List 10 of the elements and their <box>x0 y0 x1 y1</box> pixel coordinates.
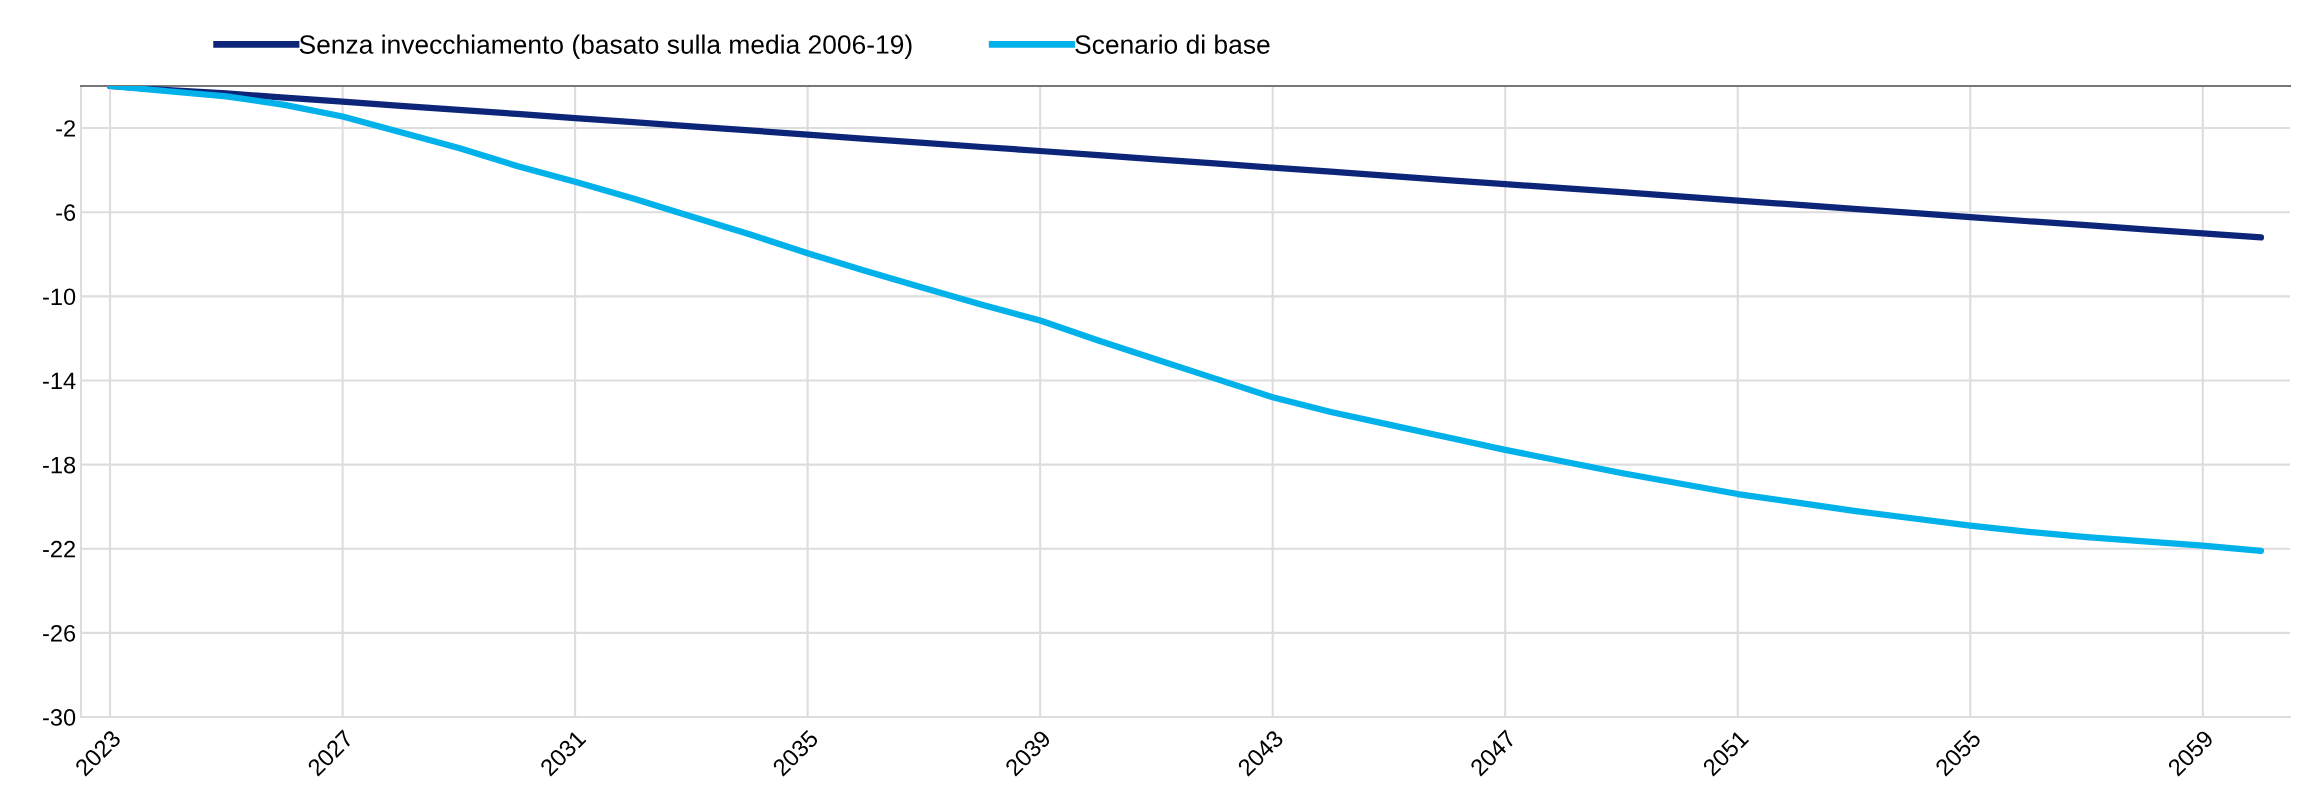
y-tick-label: -6 <box>56 204 76 221</box>
y-tick-label: -22 <box>43 540 75 558</box>
legend-label: Senza invecchiamento (basato sulla media 2006-19) <box>299 34 912 60</box>
y-tick-label: -14 <box>43 372 76 390</box>
y-tick-label: -18 <box>43 456 76 474</box>
y-tick-label: -30 <box>43 709 76 726</box>
y-tick-label: -2 <box>56 120 75 137</box>
y-tick-label: -26 <box>43 624 76 642</box>
y-tick-label: -10 <box>43 288 76 306</box>
legend-label: Scenario di base <box>1075 34 1270 54</box>
